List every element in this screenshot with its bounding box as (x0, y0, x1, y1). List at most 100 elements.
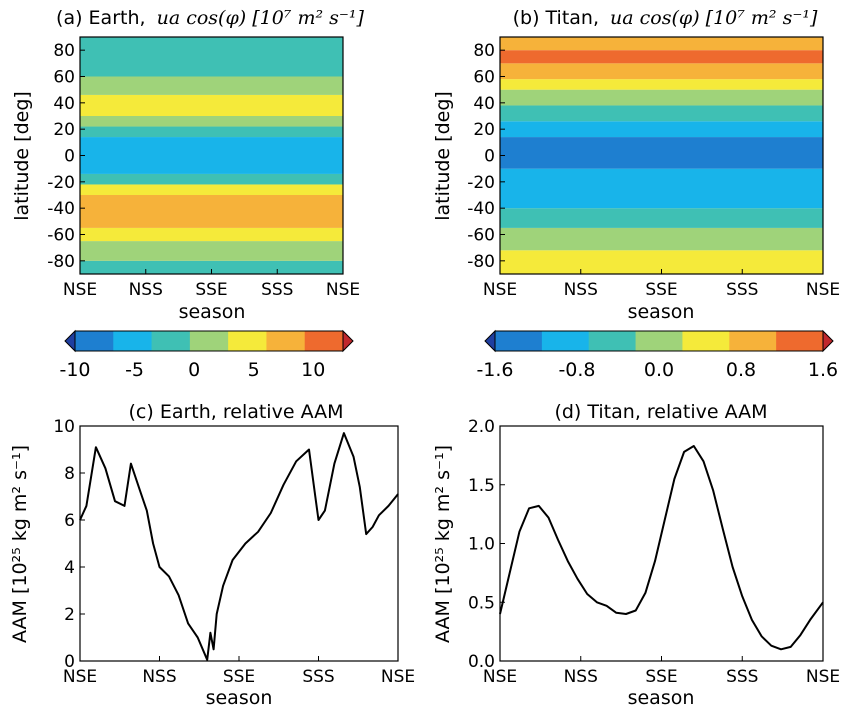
contour-band (500, 137, 823, 169)
xtick-label-a: NSE (63, 280, 97, 300)
ytick-label-a: 0 (64, 147, 75, 167)
ytick-label-d: 1.5 (468, 476, 495, 496)
contour-band (80, 227, 343, 242)
xtick-label-c: SSE (223, 667, 255, 687)
contour-band (500, 250, 823, 274)
xtick-label-b: NSS (564, 280, 598, 300)
title-d: (d) Titan, relative AAM (554, 401, 767, 423)
ylabel-d: AAM [10²⁵ kg m² s⁻¹] (432, 445, 454, 643)
ylabel-b: latitude [deg] (432, 91, 454, 221)
xlabel-b: season (628, 301, 695, 323)
colorbar-segment (776, 331, 824, 351)
heatmap-b (500, 37, 823, 274)
xtick-label-b: SSE (645, 280, 677, 300)
contour-band (500, 227, 823, 251)
ytick-label-a: -60 (47, 226, 75, 246)
colorbar-frame (494, 330, 824, 352)
colorbar-segment (266, 331, 306, 351)
ytick-label-c: 10 (53, 417, 75, 437)
ytick-label-c: 2 (64, 605, 75, 625)
xlabel-d: season (628, 687, 695, 709)
ytick-label-d: 0.0 (468, 652, 495, 672)
colorbar-extend-high (342, 329, 354, 353)
colorbar-segment (189, 331, 229, 351)
colorbar-tick-label: 5 (248, 359, 260, 381)
contour-band (500, 63, 823, 80)
xtick-label-d: NSS (564, 667, 598, 687)
ytick-label-a: 20 (53, 120, 75, 140)
plot-frame-c (79, 425, 399, 662)
colorbar-tick-label: 1.6 (808, 359, 838, 381)
ylabel-c: AAM [10²⁵ kg m² s⁻¹] (9, 445, 31, 643)
contour-band (500, 79, 823, 90)
xtick-label-a: SSE (195, 280, 227, 300)
colorbar-segment (588, 331, 637, 351)
ytick-label-a: 60 (53, 68, 75, 88)
xlabel-c: season (206, 687, 273, 709)
colorbar-segment (75, 331, 114, 351)
title-c: (c) Earth, relative AAM (129, 401, 344, 423)
contour-band (500, 121, 823, 138)
colorbar-extend-low (484, 329, 496, 353)
xtick-label-c: NSE (63, 667, 97, 687)
ytick-label-a: 80 (53, 41, 75, 61)
colorbar-tick-label: -10 (59, 359, 90, 381)
xtick-label-d: SSS (726, 667, 758, 687)
ytick-label-b: 0 (484, 147, 495, 167)
ytick-label-a: 40 (53, 94, 75, 114)
xtick-label-c: NSE (381, 667, 415, 687)
colorbar-segment (682, 331, 730, 351)
contour-band (500, 89, 823, 106)
ytick-label-b: -40 (467, 199, 495, 219)
ytick-label-c: 4 (64, 558, 75, 578)
ytick-label-b: -80 (467, 252, 495, 272)
colorbar-tick-label: 10 (301, 359, 325, 381)
contour-band (80, 116, 343, 127)
colorbar-segment (228, 331, 267, 351)
ytick-label-b: 60 (473, 68, 495, 88)
aam-series-line-c (79, 432, 399, 661)
colorbar-tick-label: 0 (188, 359, 200, 381)
contour-band (80, 37, 343, 77)
colorbar-tick-label: 0.8 (726, 359, 756, 381)
contour-band (500, 50, 823, 64)
colorbar-b: -1.6 -0.8 0.0 0.8 1.6 (476, 329, 838, 381)
contour-band (80, 195, 343, 228)
colorbar-segment (635, 331, 683, 351)
ytick-label-c: 0 (64, 652, 75, 672)
colorbar-segment (495, 331, 543, 351)
contour-band (500, 208, 823, 228)
ytick-label-a: -20 (47, 173, 75, 193)
xtick-label-b: NSE (806, 280, 840, 300)
colorbar-extend-high (822, 329, 834, 353)
ytick-label-c: 8 (64, 464, 75, 484)
contour-band (80, 126, 343, 138)
xlabel-a: season (179, 301, 246, 323)
xtick-label-d: NSE (483, 667, 517, 687)
colorbar-segment (541, 331, 590, 351)
ytick-label-d: 2.0 (468, 417, 495, 437)
xtick-label-d: NSE (806, 667, 840, 687)
panel-d: (d) Titan, relative AAM 0.00.51.01.52.0 … (432, 401, 840, 709)
contour-band (500, 168, 823, 209)
xtick-label-a: NSE (326, 280, 360, 300)
ytick-label-b: -20 (467, 173, 495, 193)
panel-a: (a) Earth, ua cos(φ) [10⁷ m² s⁻¹] 80 60 40… (11, 7, 365, 381)
xtick-label-a: SSS (261, 280, 293, 300)
ytick-label-b: 80 (473, 41, 495, 61)
aam-series-line-d (499, 445, 824, 651)
colorbar-segment (304, 331, 344, 351)
panel-c: (c) Earth, relative AAM 0 2 4 6 8 10 NSE NSS SS… (9, 401, 415, 709)
contour-band (500, 105, 823, 122)
xtick-label-d: SSE (645, 667, 677, 687)
heatmap-a (80, 37, 343, 274)
colorbar-tick-label: 0.0 (644, 359, 674, 381)
colorbar-segment (113, 331, 153, 351)
colorbar-frame (74, 330, 344, 352)
ytick-label-c: 6 (64, 511, 75, 531)
ytick-label-d: 0.5 (468, 593, 495, 613)
contour-band (80, 173, 343, 185)
contour-band (80, 137, 343, 174)
colorbar-segment (729, 331, 777, 351)
